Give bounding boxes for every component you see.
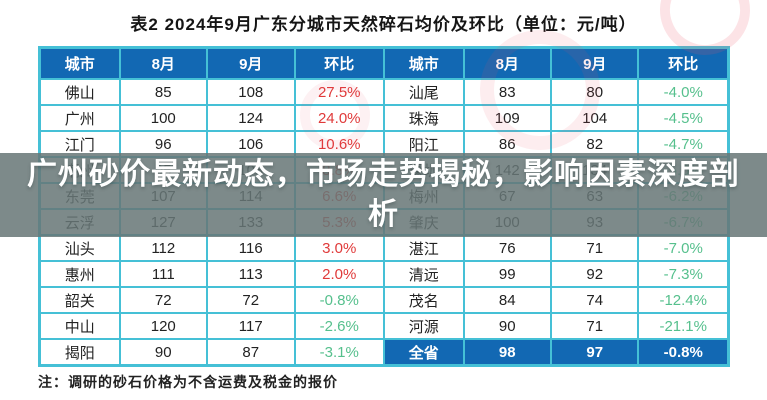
cell-city: 中山 — [40, 313, 120, 339]
header-aug-left: 8月 — [119, 48, 208, 79]
cell-mom: -4.5% — [638, 105, 728, 131]
cell-aug: 90 — [119, 339, 208, 365]
headline-banner: 广州砂价最新动态，市场走势揭秘，影响因素深度剖析 — [0, 153, 767, 237]
header-city-right: 城市 — [383, 48, 464, 79]
table-row: 惠州 111 113 2.0% 清远 99 92 -7.3% — [40, 261, 728, 287]
cell-aug: 72 — [119, 287, 208, 313]
footnote: 注：调研的砂石价格为不含运费及税金的报价 — [38, 374, 338, 390]
cell-city: 茂名 — [383, 287, 464, 313]
cell-mom: 2.0% — [294, 261, 384, 287]
header-mom-left: 环比 — [294, 48, 384, 79]
cell-sep: 104 — [551, 105, 639, 131]
header-city-left: 城市 — [40, 48, 120, 79]
table-row: 韶关 72 72 -0.8% 茂名 84 74 -12.4% — [40, 287, 728, 313]
cell-aug: 112 — [119, 235, 208, 261]
table-row: 中山 120 117 -2.6% 河源 90 71 -21.1% — [40, 313, 728, 339]
cell-sep: 124 — [207, 105, 295, 131]
cell-aug: 83 — [463, 79, 551, 105]
cell-city: 江门 — [40, 131, 120, 157]
cell-aug: 96 — [119, 131, 208, 157]
cell-sep: 92 — [551, 261, 639, 287]
table-row: 揭阳 90 87 -3.1% 全省 98 97 -0.8% — [40, 339, 728, 365]
table-title: 表2 2024年9月广东分城市天然碎石均价及环比（单位：元/吨） — [130, 15, 637, 34]
cell-mom: -7.0% — [638, 235, 728, 261]
cell-city: 惠州 — [40, 261, 120, 287]
cell-sep: 71 — [551, 235, 639, 261]
cell-aug: 98 — [463, 339, 551, 365]
cell-mom: 27.5% — [294, 79, 384, 105]
cell-mom: 3.0% — [294, 235, 384, 261]
cell-city: 韶关 — [40, 287, 120, 313]
cell-sep: 82 — [551, 131, 639, 157]
cell-city: 汕尾 — [383, 79, 464, 105]
cell-city: 湛江 — [383, 235, 464, 261]
cell-aug: 76 — [463, 235, 551, 261]
cell-city: 揭阳 — [40, 339, 120, 365]
cell-city: 广州 — [40, 105, 120, 131]
header-aug-right: 8月 — [463, 48, 551, 79]
cell-mom: -3.1% — [294, 339, 384, 365]
table-row: 广州 100 124 24.0% 珠海 109 104 -4.5% — [40, 105, 728, 131]
cell-aug: 90 — [463, 313, 551, 339]
header-mom-right: 环比 — [638, 48, 728, 79]
table-header-row: 城市 8月 9月 环比 城市 8月 9月 环比 — [40, 48, 728, 79]
cell-mom: -0.8% — [294, 287, 384, 313]
cell-aug: 100 — [119, 105, 208, 131]
cell-mom: -0.8% — [638, 339, 728, 365]
cell-sep: 97 — [551, 339, 639, 365]
table-row: 佛山 85 108 27.5% 汕尾 83 80 -4.0% — [40, 79, 728, 105]
headline-text: 广州砂价最新动态，市场走势揭秘，影响因素深度剖析 — [27, 158, 740, 231]
cell-city: 全省 — [383, 339, 464, 365]
cell-sep: 71 — [551, 313, 639, 339]
cell-mom: -4.0% — [638, 79, 728, 105]
cell-city: 珠海 — [383, 105, 464, 131]
cell-mom: -21.1% — [638, 313, 728, 339]
header-sep-left: 9月 — [207, 48, 295, 79]
cell-sep: 72 — [207, 287, 295, 313]
table-row: 汕头 112 116 3.0% 湛江 76 71 -7.0% — [40, 235, 728, 261]
cell-aug: 120 — [119, 313, 208, 339]
cell-mom: 24.0% — [294, 105, 384, 131]
cell-sep: 116 — [207, 235, 295, 261]
cell-sep: 113 — [207, 261, 295, 287]
cell-mom: 10.6% — [294, 131, 384, 157]
cell-sep: 74 — [551, 287, 639, 313]
cell-aug: 84 — [463, 287, 551, 313]
cell-sep: 108 — [207, 79, 295, 105]
cell-city: 佛山 — [40, 79, 120, 105]
cell-sep: 87 — [207, 339, 295, 365]
cell-sep: 117 — [207, 313, 295, 339]
cell-aug: 111 — [119, 261, 208, 287]
cell-city: 河源 — [383, 313, 464, 339]
cell-mom: -2.6% — [294, 313, 384, 339]
cell-mom: -12.4% — [638, 287, 728, 313]
cell-sep: 80 — [551, 79, 639, 105]
cell-aug: 99 — [463, 261, 551, 287]
cell-city: 清远 — [383, 261, 464, 287]
header-sep-right: 9月 — [551, 48, 639, 79]
cell-city: 汕头 — [40, 235, 120, 261]
cell-aug: 109 — [463, 105, 551, 131]
cell-aug: 85 — [119, 79, 208, 105]
cell-mom: -7.3% — [638, 261, 728, 287]
